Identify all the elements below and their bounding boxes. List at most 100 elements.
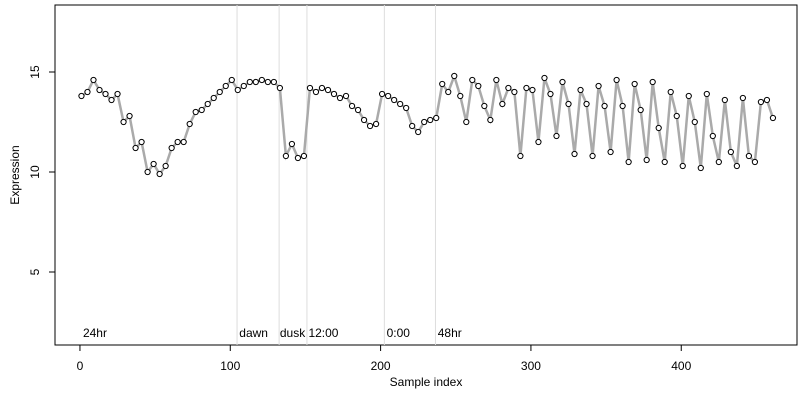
data-point: [469, 76, 476, 84]
data-point: [637, 106, 644, 114]
data-point: [318, 84, 326, 92]
data-point: [703, 90, 710, 98]
y-axis-label: Expression: [8, 145, 22, 204]
y-tick-label: 5: [28, 268, 42, 275]
data-point: [559, 78, 566, 86]
data-point: [649, 78, 656, 86]
annotation: 12:00: [308, 326, 338, 340]
data-point: [252, 78, 259, 86]
data-point: [216, 88, 223, 96]
data-point: [102, 90, 109, 98]
data-point: [96, 86, 103, 94]
data-point: [709, 132, 716, 140]
data-point: [409, 122, 416, 130]
data-point: [739, 94, 746, 102]
data-point: [697, 164, 704, 172]
data-point: [721, 96, 728, 104]
data-point: [174, 138, 181, 146]
data-point: [372, 120, 380, 128]
data-point: [294, 154, 302, 162]
data-point: [619, 102, 626, 110]
data-point: [234, 86, 241, 94]
data-point: [625, 158, 632, 166]
data-point: [379, 90, 386, 98]
data-point: [397, 100, 404, 108]
data-point: [673, 112, 680, 120]
data-point: [427, 116, 434, 124]
data-point: [613, 76, 620, 84]
data-point: [727, 148, 734, 156]
data-point: [607, 148, 614, 156]
data-point: [78, 92, 85, 100]
data-point: [571, 150, 578, 158]
data-point: [769, 114, 777, 122]
data-point: [751, 158, 759, 166]
data-point: [667, 88, 674, 96]
data-point: [511, 88, 518, 96]
data-point: [391, 96, 398, 104]
annotation: 24hr: [83, 326, 107, 340]
data-point: [156, 170, 163, 178]
x-axis-label: Sample index: [390, 375, 463, 389]
data-point: [300, 152, 308, 160]
data-point: [415, 128, 422, 136]
data-point: [499, 100, 506, 108]
data-point: [228, 76, 235, 84]
data-point: [523, 84, 530, 92]
data-point: [757, 98, 765, 106]
data-point: [487, 116, 494, 124]
data-point: [210, 94, 217, 102]
data-point: [565, 100, 572, 108]
data-point: [192, 108, 199, 116]
data-point: [360, 116, 368, 124]
data-point: [655, 124, 662, 132]
x-tick-label: 0: [77, 359, 84, 373]
data-point: [342, 92, 350, 100]
data-point: [643, 156, 650, 164]
data-point: [282, 152, 289, 160]
data-point: [324, 86, 332, 94]
data-point: [445, 88, 452, 96]
data-point: [288, 140, 296, 148]
data-point: [150, 160, 157, 168]
annotation: dusk: [280, 326, 306, 340]
data-point: [595, 82, 602, 90]
data-point: [246, 78, 253, 86]
data-point: [685, 92, 692, 100]
annotation: 0:00: [387, 326, 411, 340]
data-point: [601, 102, 608, 110]
data-point: [186, 120, 193, 128]
data-point: [529, 86, 536, 94]
annotation: dawn: [239, 326, 268, 340]
y-tick-label: 10: [28, 165, 42, 179]
data-point: [138, 138, 145, 146]
data-point: [553, 132, 560, 140]
data-point: [715, 158, 722, 166]
data-point: [589, 152, 596, 160]
data-point: [403, 104, 410, 112]
data-point: [144, 168, 151, 176]
data-point: [745, 152, 752, 160]
data-point: [433, 114, 440, 122]
data-point: [481, 102, 488, 110]
data-point: [132, 144, 139, 152]
data-point: [583, 100, 590, 108]
data-point: [577, 86, 584, 94]
data-point: [463, 118, 470, 126]
data-point: [385, 92, 392, 100]
data-point: [348, 102, 356, 110]
data-point: [258, 76, 265, 84]
data-point: [451, 72, 458, 80]
data-point: [126, 112, 133, 120]
data-point: [222, 82, 229, 90]
data-point: [306, 84, 314, 92]
data-point: [264, 78, 271, 86]
data-point: [276, 84, 283, 92]
data-point: [354, 106, 362, 114]
data-point: [90, 76, 97, 84]
data-point: [421, 118, 428, 126]
data-point: [162, 162, 169, 170]
annotation: 48hr: [438, 326, 462, 340]
data-point: [475, 82, 482, 90]
